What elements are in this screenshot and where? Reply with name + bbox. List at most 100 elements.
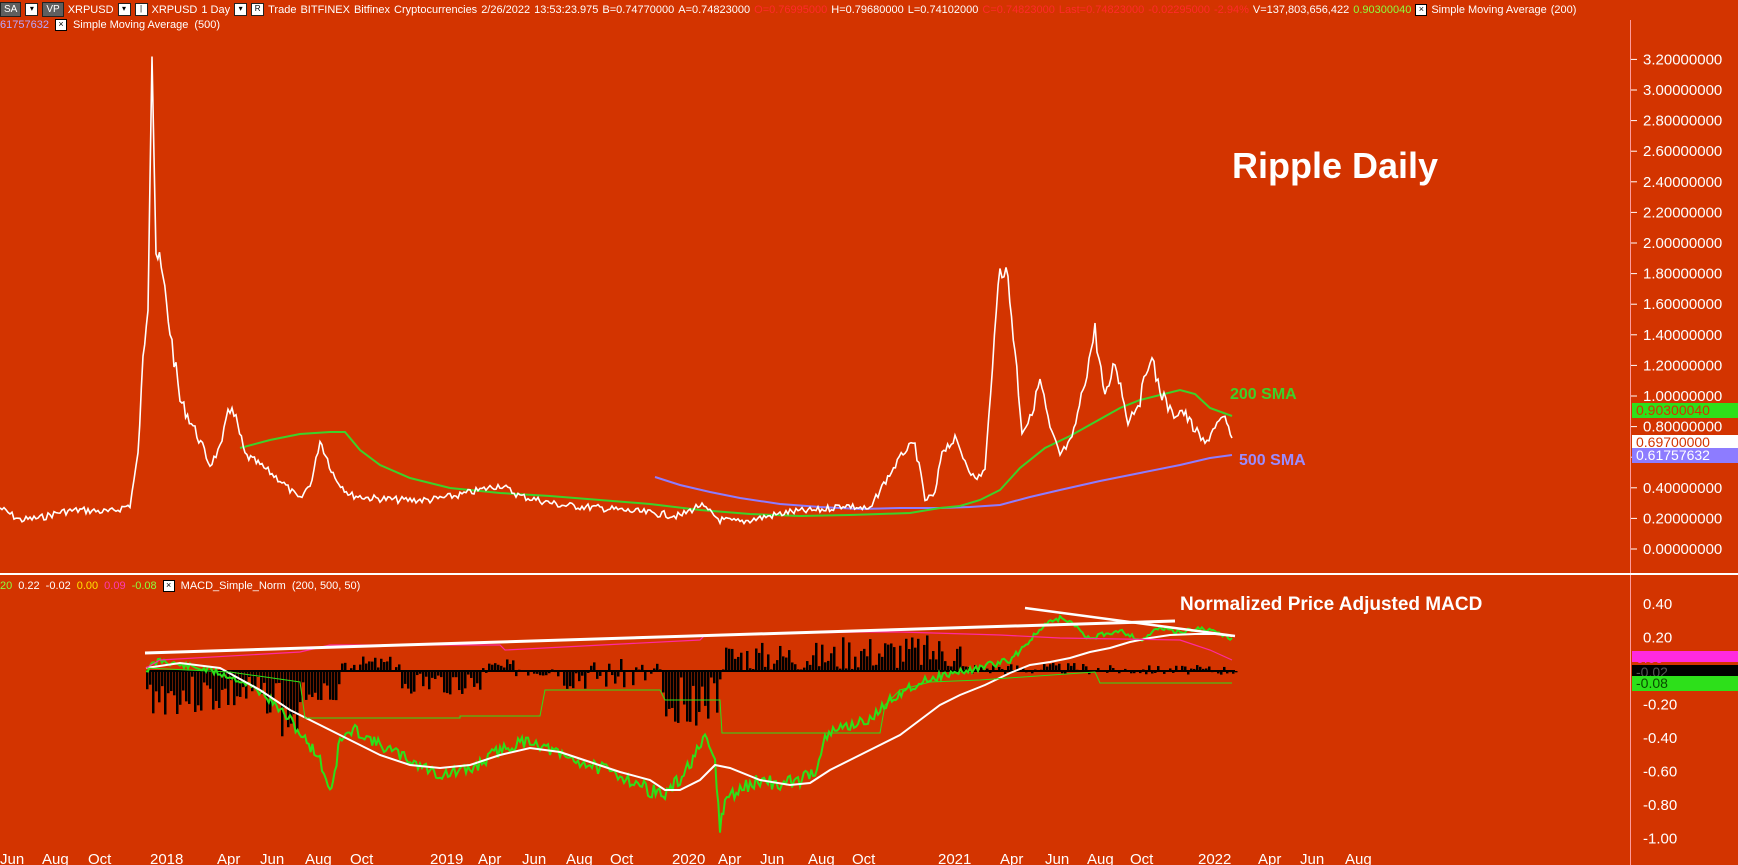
macd-histogram-bar: [803, 667, 806, 671]
macd-histogram-bar: [1010, 664, 1013, 671]
vp-button[interactable]: VP: [42, 2, 64, 17]
remove-macd-icon[interactable]: ×: [162, 580, 175, 592]
date-label: 2/26/2022: [481, 3, 531, 16]
sma500-line: [654, 454, 1233, 511]
macd-histogram-bar: [740, 652, 743, 671]
macd-histogram-bar: [266, 671, 269, 714]
macd-histogram-bar: [962, 666, 965, 671]
price-line: [0, 56, 1233, 526]
macd-histogram-bar: [704, 671, 707, 706]
time-tick-label: Aug: [42, 851, 69, 865]
macd-histogram-bar: [506, 659, 509, 671]
macd-tick-label: -0.20: [1643, 697, 1677, 714]
macd-green-tag: -0.08: [1632, 676, 1738, 691]
macd-histogram-bar: [407, 671, 410, 689]
macd-histogram-bar: [710, 671, 713, 678]
macd-histogram-bar: [290, 671, 293, 724]
link-icon[interactable]: |: [134, 3, 148, 16]
macd-histogram-bar: [488, 663, 491, 671]
macd-histogram-bar: [896, 667, 899, 671]
macd-histogram-bar: [749, 668, 752, 671]
time-tick-label: Apr: [1258, 851, 1281, 865]
macd-histogram-bar: [164, 671, 167, 715]
macd-histogram-bar: [848, 642, 851, 671]
remove-sma200-icon[interactable]: ×: [1415, 3, 1428, 16]
macd-histogram-bar: [386, 661, 389, 671]
time-tick-label: Jun: [522, 851, 546, 865]
macd-histogram-bar: [1163, 671, 1166, 674]
macd-histogram-bar: [275, 671, 278, 684]
macd-histogram-bar: [623, 671, 626, 688]
macd-histogram-bar: [458, 671, 461, 691]
macd-histogram-bar: [1046, 666, 1049, 671]
macd-histogram-bar: [857, 667, 860, 671]
macd-histogram-bar: [1007, 666, 1010, 671]
macd-histogram-bar: [752, 668, 755, 671]
macd-histogram-bar: [476, 671, 479, 684]
macd-hist-tag: -0.02: [1632, 665, 1738, 680]
macd-histogram-bar: [1139, 671, 1142, 674]
pane-divider[interactable]: [0, 573, 1738, 575]
interval-dropdown-icon[interactable]: ▾: [234, 3, 248, 16]
macd-histogram-bar: [953, 660, 956, 671]
time-tick-label: Aug: [808, 851, 835, 865]
macd-histogram-bar: [242, 671, 245, 688]
symbol-left-label: XRPUSD: [67, 3, 114, 16]
macd-histogram-bar: [146, 671, 149, 690]
macd-histogram-bar: [641, 664, 644, 671]
macd-histogram-bar: [725, 647, 728, 671]
sa-button[interactable]: SA: [0, 2, 22, 17]
macd-histogram-bar: [593, 662, 596, 671]
macd-histogram-bar: [539, 671, 542, 676]
time-tick-label: Jun: [760, 851, 784, 865]
ask-label: A=0.74823000: [678, 3, 751, 16]
macd-histogram-bar: [188, 671, 191, 704]
macd-histogram-bar: [1202, 668, 1205, 671]
macd-histogram-bar: [683, 671, 686, 705]
macd-v2: 0.22: [18, 580, 40, 592]
macd-histogram-bar: [371, 661, 374, 671]
macd-histogram-bar: [668, 671, 671, 709]
macd-histogram-bar: [512, 660, 515, 671]
sa-dropdown-icon[interactable]: ▾: [25, 3, 39, 16]
price-tick-label: 2.00000000: [1643, 235, 1722, 252]
macd-histogram-bar: [1109, 665, 1112, 671]
price-tick-label: 1.40000000: [1643, 327, 1722, 344]
high-label: H=0.79680000: [831, 3, 904, 16]
sma500-legend: 61757632 × Simple Moving Average (500): [0, 19, 220, 31]
remove-sma500-icon[interactable]: ×: [54, 19, 67, 31]
macd-v3: -0.02: [45, 580, 71, 592]
symbol-dropdown-icon[interactable]: ▾: [117, 3, 131, 16]
macd-histogram-bar: [950, 666, 953, 671]
sma200-annotation: 200 SMA: [1230, 386, 1297, 403]
time-tick-label: Aug: [305, 851, 332, 865]
macd-histogram-bar: [203, 671, 206, 683]
macd-histogram-bar: [344, 662, 347, 671]
macd-histogram-bar: [785, 657, 788, 671]
macd-histogram-bar: [1208, 666, 1211, 671]
chart-style-dropdown-icon[interactable]: R: [251, 3, 265, 16]
time-tick-label: Apr: [1000, 851, 1023, 865]
macd-histogram-bar: [218, 671, 221, 709]
macd-histogram-bar: [341, 663, 344, 671]
time-tick-label: Oct: [88, 851, 112, 865]
macd-histogram-bar: [257, 671, 260, 677]
time-tick-label: 2019: [430, 851, 463, 865]
time-tick-label: 2020: [672, 851, 705, 865]
time-label: 13:53:23.975: [534, 3, 599, 16]
price-axis-divider: [1630, 20, 1631, 865]
macd-histogram-bar: [1052, 662, 1055, 671]
macd-histogram-bar: [149, 671, 152, 685]
macd-histogram-bar: [377, 667, 380, 671]
macd-histogram-bar: [470, 671, 473, 678]
macd-histogram-bar: [833, 646, 836, 671]
price-y-axis: 3.20000000 3.00000000 2.80000000 2.60000000…: [1631, 51, 1722, 558]
macd-trendline-short: [1024, 606, 1236, 638]
sma200-line: [239, 388, 1233, 518]
macd-histogram-bar: [494, 663, 497, 671]
time-tick-label: Jun: [0, 851, 24, 865]
macd-histogram-bar: [653, 668, 656, 671]
macd-histogram-bar: [830, 653, 833, 671]
